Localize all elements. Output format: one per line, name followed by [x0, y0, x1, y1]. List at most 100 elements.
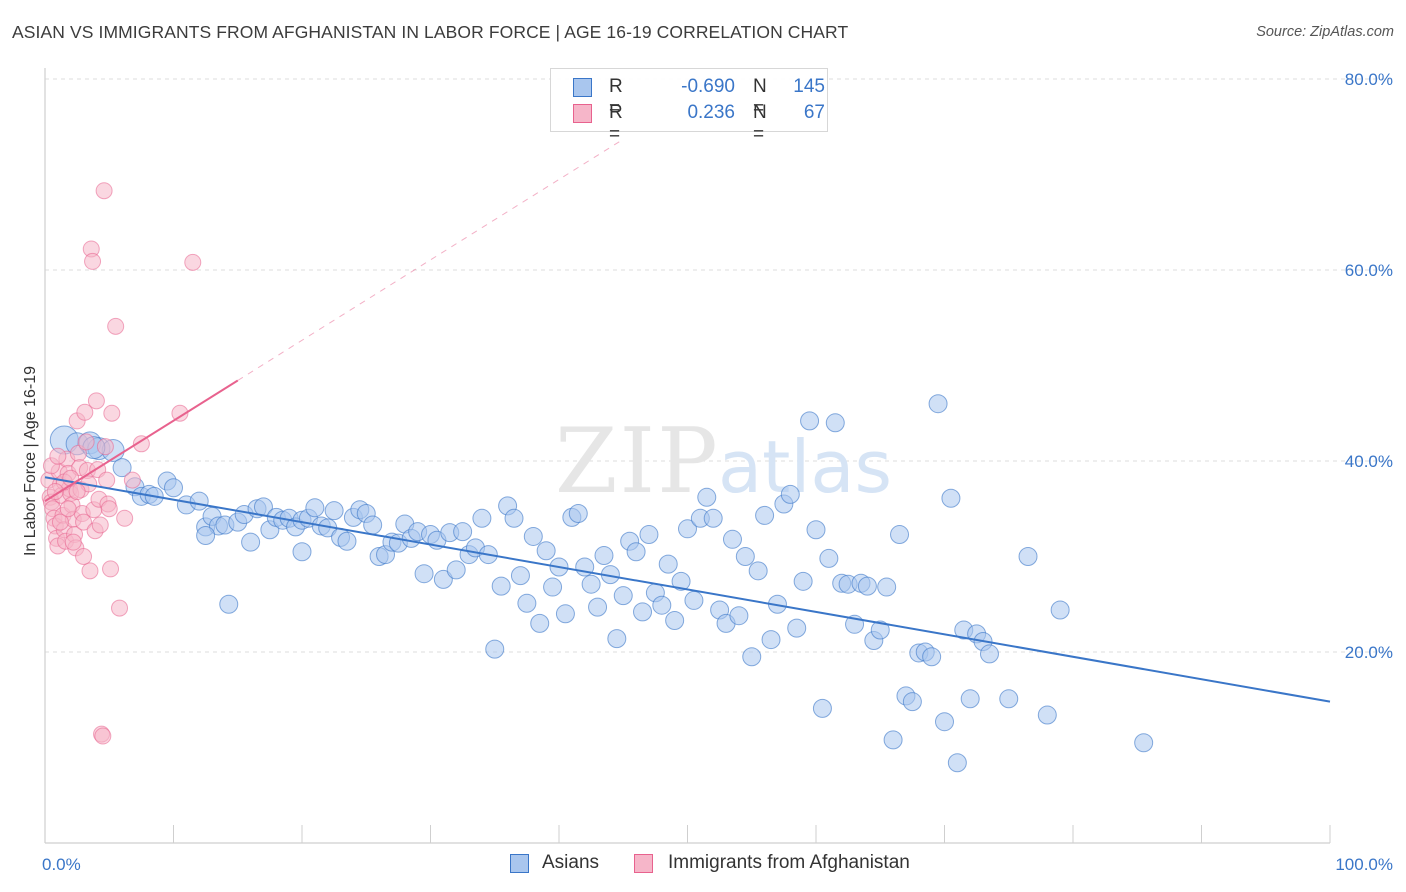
- afghan-point: [77, 433, 95, 451]
- asian-point: [581, 574, 601, 594]
- afghan-point: [81, 562, 99, 580]
- asian-point: [613, 586, 633, 606]
- asian-point: [883, 730, 903, 750]
- afghan-point: [94, 727, 112, 745]
- afghan-legend-label: Immigrants from Afghanistan: [668, 852, 910, 873]
- afghan-point: [75, 513, 93, 531]
- asian-point: [999, 689, 1019, 709]
- asian-point: [890, 525, 910, 545]
- asian-point: [324, 501, 344, 521]
- asian-point: [787, 618, 807, 638]
- afghan-swatch: [573, 104, 592, 123]
- asian-point: [722, 529, 742, 549]
- chart-title: ASIAN VS IMMIGRANTS FROM AFGHANISTAN IN …: [12, 22, 849, 42]
- axes: [44, 68, 1331, 844]
- afghan-point: [111, 599, 129, 617]
- r-value: 0.236: [687, 102, 735, 123]
- afghan-point: [100, 500, 118, 518]
- asian-point: [806, 520, 826, 540]
- asian-point: [658, 554, 678, 574]
- y-axis-title: In Labor Force | Age 16-19: [22, 366, 39, 556]
- asians-legend-label: Asians: [542, 852, 600, 873]
- asian-point: [555, 604, 575, 624]
- asian-point: [1037, 705, 1057, 725]
- asian-point: [485, 639, 505, 659]
- afghan-point: [96, 438, 114, 456]
- afghan-point: [64, 533, 82, 551]
- asian-point: [665, 610, 685, 630]
- n-label: N =: [753, 102, 767, 145]
- x-tick-label: 0.0%: [42, 855, 81, 874]
- source-credit: Source: ZipAtlas.com: [1256, 24, 1394, 40]
- afghan-legend-swatch: [634, 854, 653, 873]
- afghan-point: [68, 483, 86, 501]
- afghan-trend-extension: [237, 138, 624, 381]
- asian-point: [337, 531, 357, 551]
- afghan-point: [132, 435, 150, 453]
- asian-point: [652, 595, 672, 615]
- asian-point: [472, 508, 492, 528]
- asian-point: [800, 411, 820, 431]
- afghan-point: [87, 392, 105, 410]
- afghan-point: [103, 404, 121, 422]
- asian-point: [812, 698, 832, 718]
- trend-lines: [44, 138, 1331, 703]
- afghan-point: [75, 548, 93, 565]
- n-label: N =: [753, 76, 767, 119]
- asian-point: [536, 541, 556, 561]
- asian-point: [517, 593, 537, 613]
- asian-point: [491, 576, 511, 596]
- asian-point: [755, 505, 775, 525]
- asian-point: [979, 644, 999, 664]
- afghan-point: [46, 483, 64, 501]
- asian-point: [639, 525, 659, 545]
- afghan-trend-line: [44, 379, 239, 502]
- asian-point: [671, 571, 691, 591]
- asian-point: [902, 692, 922, 712]
- asian-point: [196, 525, 216, 545]
- afghan-point: [84, 252, 102, 270]
- asian-point: [729, 606, 749, 626]
- asian-point: [870, 620, 890, 640]
- asian-point: [523, 526, 543, 546]
- asian-point: [819, 548, 839, 568]
- asian-point: [960, 689, 980, 709]
- n-value: 145: [793, 76, 825, 97]
- asian-point: [1134, 733, 1154, 753]
- afghan-point: [116, 509, 134, 527]
- asian-point: [433, 569, 453, 589]
- asian-point: [825, 413, 845, 433]
- asian-point: [164, 478, 183, 498]
- asian-point: [1050, 600, 1070, 620]
- afghan-point: [123, 471, 141, 489]
- x-tick-label: 100.0%: [1335, 855, 1393, 874]
- y-tick-label: 40.0%: [1345, 452, 1393, 471]
- r-value: -0.690: [681, 76, 735, 97]
- afghan-point: [171, 404, 189, 422]
- n-value: 67: [803, 102, 825, 123]
- asian-point: [414, 564, 434, 584]
- correlation-legend: R = -0.690 N = 145 R = 0.236 N = 67: [550, 68, 828, 145]
- afghan-point: [95, 182, 113, 200]
- asian-point: [305, 498, 325, 518]
- asian-point: [928, 394, 948, 414]
- asian-point: [857, 576, 877, 596]
- afghan-point: [91, 516, 109, 534]
- asian-point: [568, 504, 588, 524]
- asian-point: [877, 577, 897, 597]
- asian-point: [935, 712, 954, 732]
- asian-point: [941, 488, 961, 508]
- asian-point: [219, 594, 239, 614]
- y-tick-label: 60.0%: [1345, 261, 1393, 280]
- asian-point: [735, 547, 755, 566]
- asian-point: [607, 629, 627, 649]
- asian-point: [189, 491, 209, 511]
- asian-point: [697, 487, 717, 507]
- asian-point: [761, 630, 781, 650]
- asians-swatch: [573, 78, 592, 97]
- afghan-points: [40, 182, 202, 745]
- asian-point: [633, 602, 653, 622]
- watermark-zip: ZIP: [555, 409, 720, 514]
- asian-point: [1018, 547, 1038, 566]
